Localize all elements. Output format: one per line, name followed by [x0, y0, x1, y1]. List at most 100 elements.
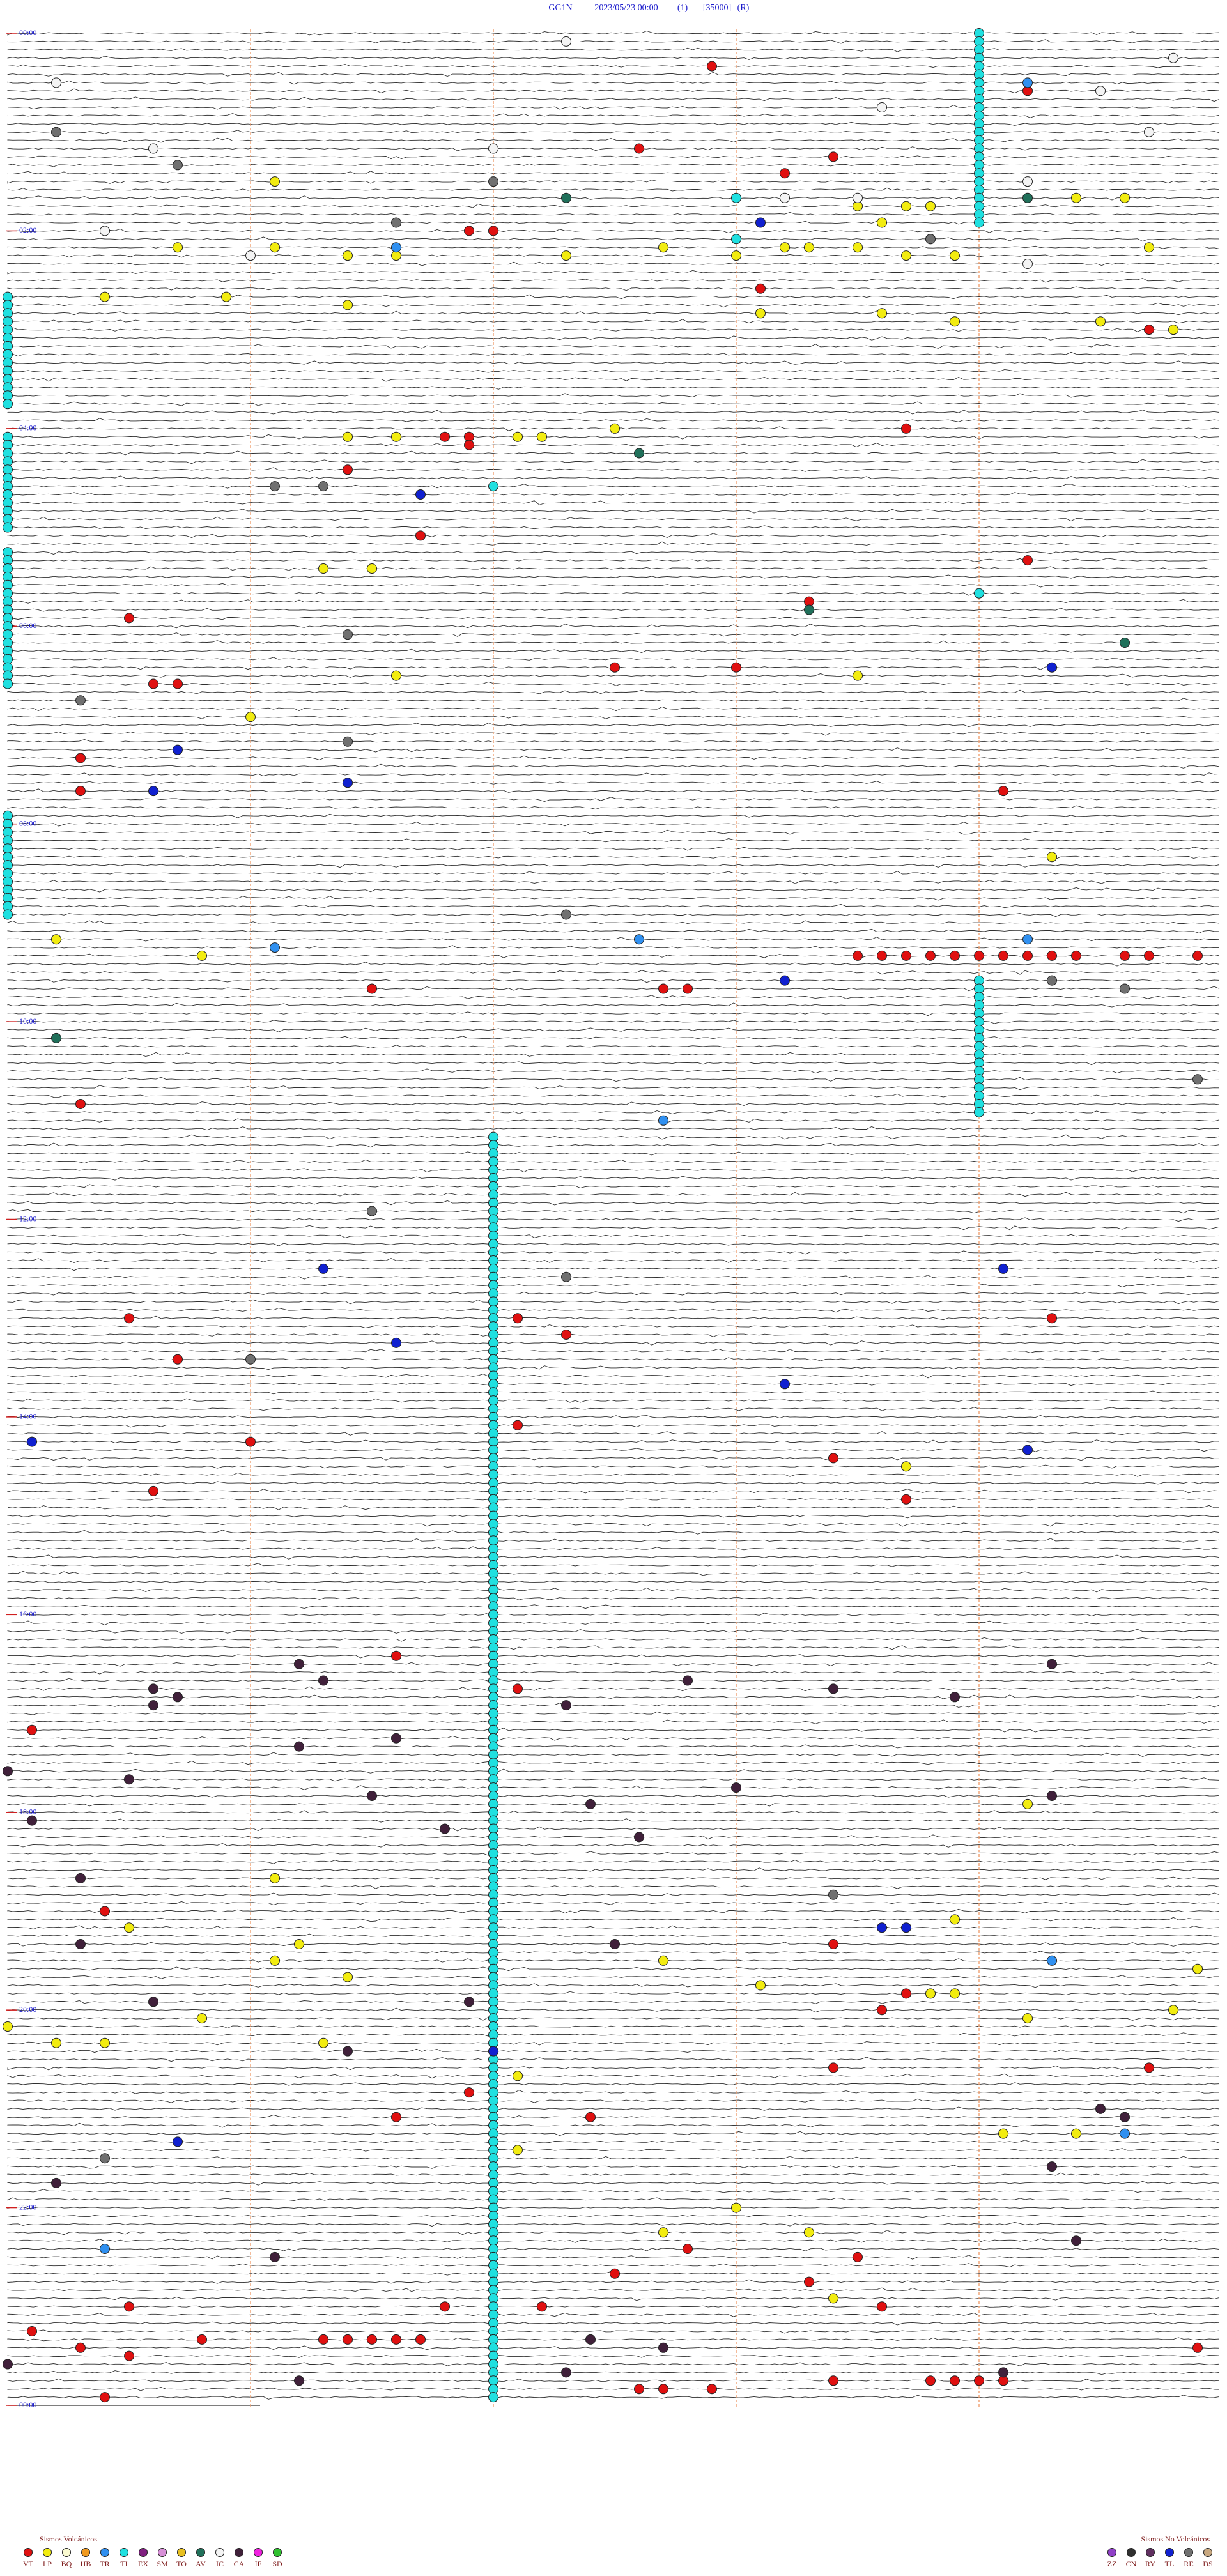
event: [561, 909, 571, 920]
event: [343, 2046, 353, 2057]
event: [270, 942, 280, 953]
event: [1022, 1445, 1033, 1455]
trace: [7, 2395, 1220, 2400]
event: [415, 489, 426, 500]
event: [197, 2334, 207, 2345]
event: [391, 1337, 401, 1348]
trace: [7, 2016, 1220, 2021]
trace: [7, 880, 1220, 884]
trace: [7, 1291, 1220, 1296]
event: [343, 431, 353, 442]
event: [537, 2301, 547, 2312]
trace: [7, 294, 1220, 300]
trace: [7, 1258, 1220, 1263]
trace: [7, 1515, 1220, 1519]
event: [367, 983, 377, 994]
trace: [7, 533, 1220, 538]
event: [488, 2046, 498, 2057]
event: [318, 564, 328, 574]
trace: [7, 2313, 1220, 2317]
legend-swatch: [1184, 2548, 1193, 2557]
event: [658, 242, 668, 253]
event: [950, 250, 960, 261]
event: [415, 530, 426, 541]
trace: [7, 1266, 1220, 1271]
trace: [7, 1505, 1219, 1510]
trace: [7, 855, 1220, 859]
trace: [7, 1061, 1220, 1066]
trace: [7, 509, 1220, 514]
trace: [7, 327, 1220, 332]
hour-label: 02:00: [19, 226, 36, 234]
event: [755, 283, 766, 294]
trace: [7, 566, 1220, 571]
hour-label: 22:00: [19, 2202, 36, 2211]
event: [488, 143, 498, 154]
trace: [7, 1448, 1220, 1452]
event: [658, 2227, 668, 2238]
trace: [7, 203, 1220, 208]
event: [1120, 950, 1130, 961]
event: [148, 1700, 158, 1711]
trace: [7, 1951, 1220, 1954]
trace: [7, 360, 1220, 365]
event: [731, 2202, 741, 2213]
trace: [7, 2321, 1220, 2326]
trace: [7, 1892, 1220, 1896]
trace: [7, 467, 1220, 473]
hour-label: 00:00: [19, 2400, 36, 2409]
trace: [7, 913, 1220, 917]
trace: [7, 781, 1220, 785]
trace: [7, 1464, 1220, 1469]
trace: [7, 212, 1220, 216]
event: [974, 588, 984, 599]
trace: [7, 1694, 1220, 1699]
trace: [7, 2090, 1220, 2094]
legend-swatch: [139, 2548, 148, 2557]
trace: [7, 716, 1220, 719]
tremor-event: [974, 217, 984, 228]
event: [124, 1774, 134, 1785]
event: [901, 201, 911, 211]
legend-swatch: [1107, 2548, 1116, 2557]
trace: [7, 2032, 1220, 2037]
event: [100, 226, 110, 236]
trace: [7, 617, 1220, 620]
trace: [7, 1365, 1220, 1370]
event: [27, 1436, 37, 1447]
event: [245, 1354, 256, 1365]
trace: [7, 1522, 1220, 1527]
trace: [7, 1250, 1220, 1255]
event: [1022, 2013, 1033, 2024]
event: [391, 1733, 401, 1744]
event: [294, 2375, 304, 2386]
trace: [7, 707, 1220, 712]
hour-label: 20:00: [19, 2005, 36, 2014]
trace: [7, 2207, 1220, 2209]
event: [1022, 950, 1033, 961]
legend-swatch: [254, 2548, 263, 2557]
event: [561, 2367, 571, 2378]
trace: [7, 1768, 1220, 1774]
event: [683, 2244, 693, 2254]
event: [1047, 950, 1057, 961]
trace: [7, 1431, 1220, 1436]
event: [270, 176, 280, 187]
event: [1047, 1659, 1057, 1669]
event: [974, 2375, 984, 2386]
trace: [7, 254, 1220, 258]
event: [343, 778, 353, 788]
trace: [7, 1415, 1220, 1418]
event: [804, 2227, 814, 2238]
legend-swatch: [43, 2548, 52, 2557]
event: [731, 662, 741, 673]
trace: [7, 88, 1220, 93]
event: [780, 242, 790, 253]
trace: [7, 599, 1220, 604]
trace: [7, 1966, 1220, 1972]
trace: [7, 195, 1220, 201]
trace: [7, 1110, 1220, 1115]
trace: [7, 864, 1220, 868]
event: [998, 2367, 1008, 2378]
legend-swatch: [215, 2548, 224, 2557]
